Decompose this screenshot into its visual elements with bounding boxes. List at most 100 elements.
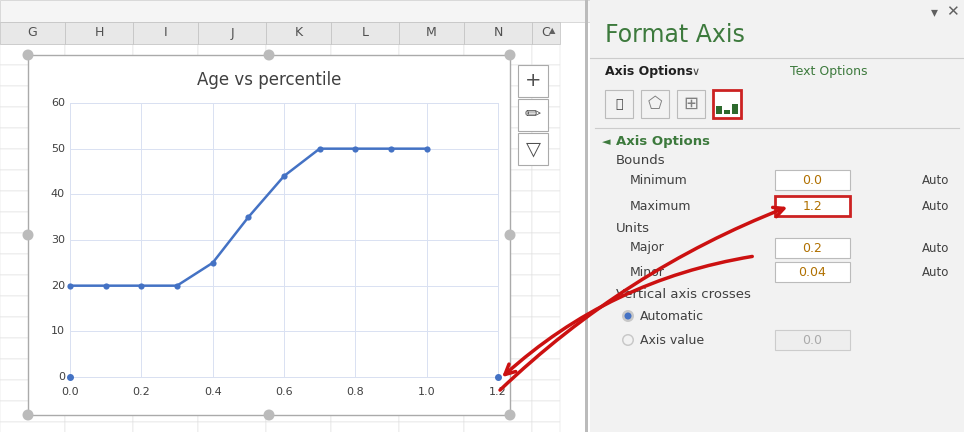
Bar bbox=[133, 128, 198, 149]
Bar bbox=[133, 422, 198, 432]
Bar bbox=[713, 90, 741, 118]
Bar bbox=[266, 44, 331, 65]
Bar bbox=[266, 359, 331, 380]
Bar bbox=[266, 149, 331, 170]
Point bbox=[384, 145, 399, 152]
Text: Minimum: Minimum bbox=[630, 174, 687, 187]
Text: K: K bbox=[294, 26, 303, 39]
Bar bbox=[399, 65, 464, 86]
Bar bbox=[266, 65, 331, 86]
Bar bbox=[0, 422, 65, 432]
Bar bbox=[399, 86, 464, 107]
Bar bbox=[605, 90, 633, 118]
Bar bbox=[331, 275, 399, 296]
Text: Auto: Auto bbox=[923, 174, 950, 187]
Circle shape bbox=[622, 334, 634, 346]
Bar bbox=[464, 380, 532, 401]
Text: 1.2: 1.2 bbox=[489, 387, 507, 397]
Bar bbox=[399, 422, 464, 432]
Bar bbox=[464, 44, 532, 65]
Bar bbox=[65, 86, 133, 107]
Bar bbox=[331, 128, 399, 149]
Text: 0.0: 0.0 bbox=[802, 334, 822, 346]
Bar bbox=[464, 86, 532, 107]
Bar bbox=[399, 275, 464, 296]
Bar bbox=[518, 99, 548, 131]
Bar bbox=[0, 359, 65, 380]
Bar bbox=[70, 103, 498, 377]
Bar bbox=[585, 0, 588, 432]
Bar bbox=[532, 422, 560, 432]
Bar bbox=[532, 149, 560, 170]
Bar bbox=[65, 233, 133, 254]
Bar bbox=[399, 22, 464, 44]
Bar bbox=[331, 401, 399, 422]
Bar bbox=[399, 149, 464, 170]
Bar bbox=[266, 275, 331, 296]
Point bbox=[205, 259, 221, 266]
Bar bbox=[532, 128, 560, 149]
Bar bbox=[775, 170, 850, 190]
Text: Bounds: Bounds bbox=[616, 153, 665, 166]
Bar bbox=[0, 128, 65, 149]
Bar bbox=[399, 317, 464, 338]
Circle shape bbox=[622, 310, 634, 322]
Bar bbox=[0, 44, 65, 65]
Bar bbox=[724, 110, 730, 114]
Text: 0.2: 0.2 bbox=[132, 387, 150, 397]
Point bbox=[98, 282, 114, 289]
Bar bbox=[331, 212, 399, 233]
Bar bbox=[198, 401, 266, 422]
Circle shape bbox=[504, 50, 516, 60]
Bar bbox=[331, 22, 399, 44]
Bar bbox=[198, 170, 266, 191]
Bar bbox=[133, 212, 198, 233]
Bar bbox=[464, 233, 532, 254]
Bar bbox=[133, 359, 198, 380]
Text: ✏: ✏ bbox=[524, 105, 541, 124]
Bar bbox=[28, 55, 510, 415]
Text: Auto: Auto bbox=[923, 241, 950, 254]
Text: Axis value: Axis value bbox=[640, 334, 704, 346]
Bar bbox=[65, 422, 133, 432]
Bar bbox=[65, 275, 133, 296]
Bar bbox=[532, 275, 560, 296]
Bar bbox=[198, 338, 266, 359]
Bar bbox=[266, 401, 331, 422]
Bar bbox=[266, 128, 331, 149]
Bar bbox=[65, 338, 133, 359]
Bar bbox=[399, 107, 464, 128]
Point bbox=[277, 173, 292, 180]
Bar bbox=[532, 44, 560, 65]
Bar bbox=[133, 338, 198, 359]
Text: M: M bbox=[426, 26, 437, 39]
Bar bbox=[65, 149, 133, 170]
Bar bbox=[464, 149, 532, 170]
Bar bbox=[266, 380, 331, 401]
Point bbox=[348, 145, 363, 152]
Bar bbox=[198, 359, 266, 380]
Bar bbox=[532, 233, 560, 254]
Text: C: C bbox=[542, 26, 550, 39]
Bar bbox=[133, 401, 198, 422]
Bar bbox=[399, 401, 464, 422]
Text: Axis Options: Axis Options bbox=[616, 136, 710, 149]
Bar bbox=[198, 86, 266, 107]
Bar bbox=[331, 338, 399, 359]
Bar bbox=[399, 170, 464, 191]
Bar bbox=[518, 133, 548, 165]
Bar bbox=[464, 65, 532, 86]
Circle shape bbox=[22, 229, 34, 241]
Text: 60: 60 bbox=[51, 98, 65, 108]
Bar bbox=[65, 212, 133, 233]
Bar bbox=[775, 330, 850, 350]
Text: Auto: Auto bbox=[923, 266, 950, 279]
Circle shape bbox=[263, 410, 275, 420]
Text: Vertical axis crosses: Vertical axis crosses bbox=[616, 288, 751, 301]
Point bbox=[312, 145, 328, 152]
Text: G: G bbox=[28, 26, 38, 39]
Bar bbox=[0, 65, 65, 86]
Bar bbox=[198, 44, 266, 65]
Bar bbox=[0, 233, 65, 254]
Bar bbox=[198, 296, 266, 317]
